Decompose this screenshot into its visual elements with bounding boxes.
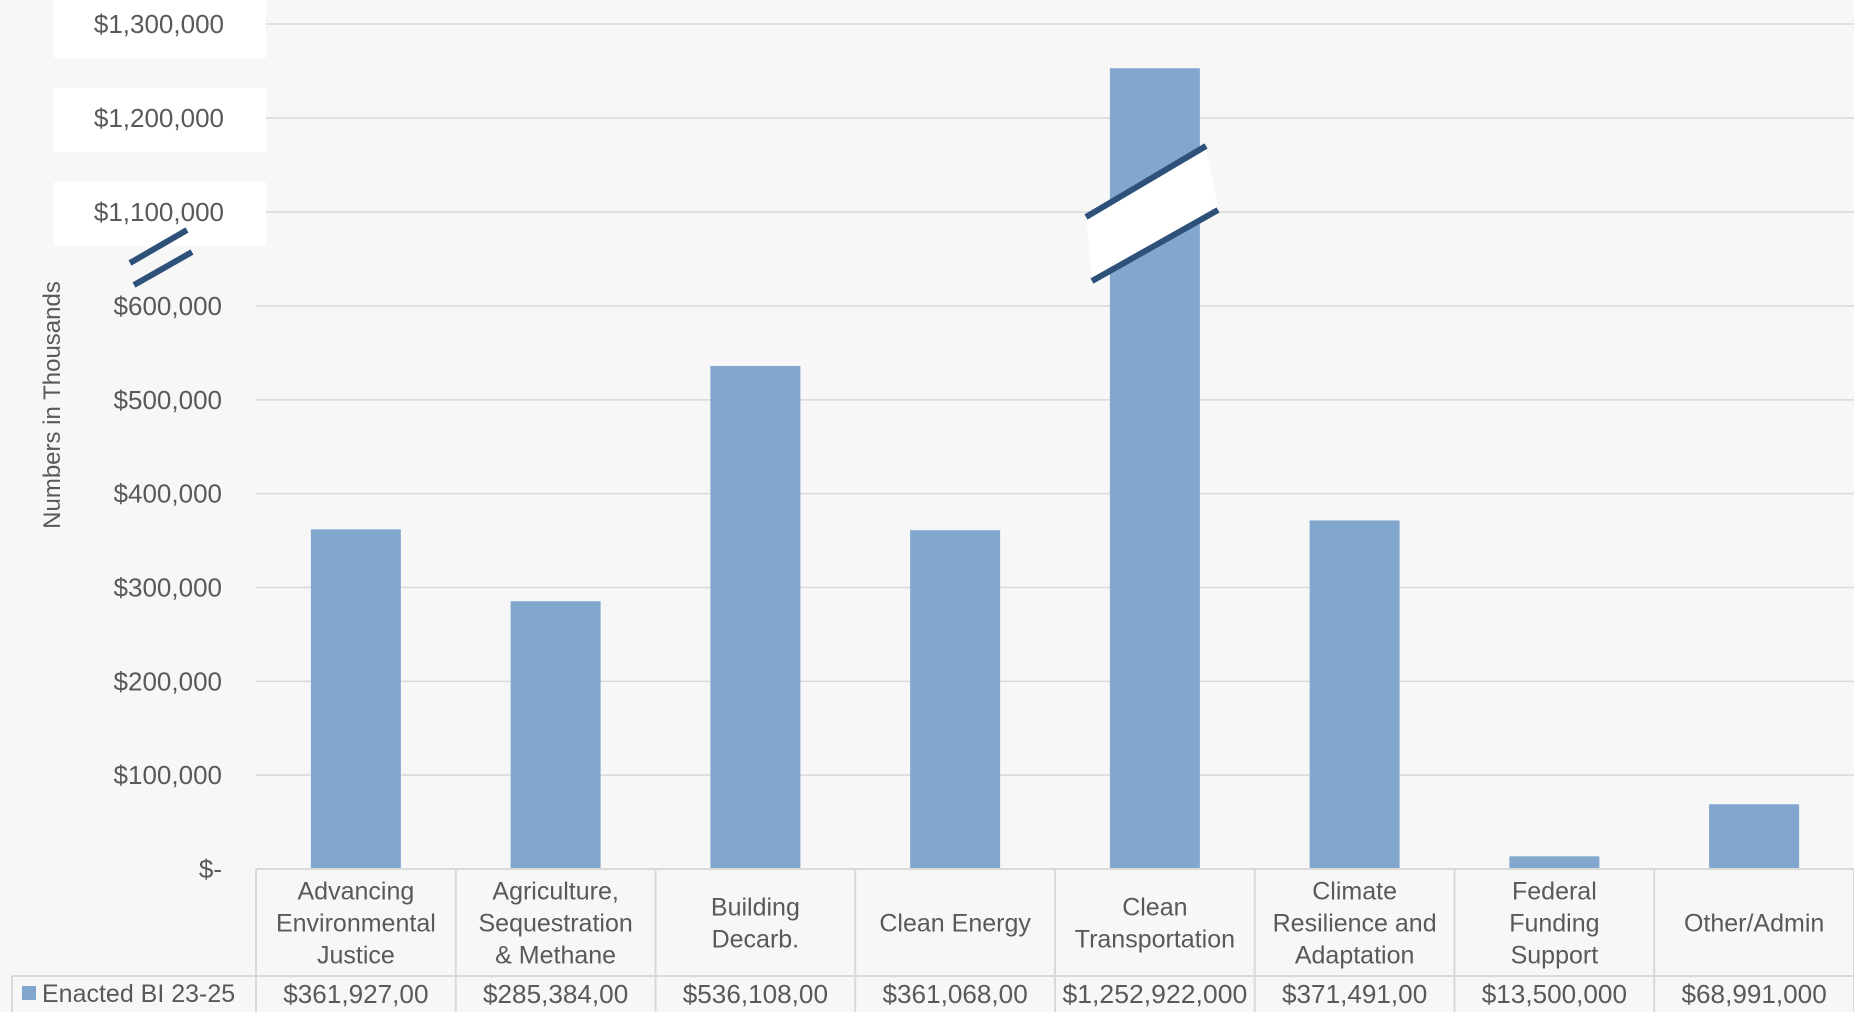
bar [710,365,801,869]
table-value: $13,500,000 [1482,979,1627,1009]
y-tick-label: $500,000 [114,385,222,415]
table-value: $371,491,00 [1282,979,1427,1009]
y-tick-label: $1,200,000 [94,103,224,133]
table-value: $361,068,00 [883,979,1028,1009]
bar-break-gap [1086,146,1218,281]
bar [1709,804,1800,869]
y-tick-label: $300,000 [114,573,222,603]
table-value: $1,252,922,000 [1062,979,1247,1009]
table-value: $361,927,00 [283,979,428,1009]
bar [910,530,1001,869]
bar-break-mark [1084,143,1208,220]
y-tick-label: $200,000 [114,666,222,696]
axis-break-mark [128,227,189,266]
data-table: Advancing Environmental Justice Agriculture… [11,868,1854,1012]
gridlines [256,23,1854,776]
y-tick-label: $100,000 [114,760,222,790]
axis-break-marks [128,143,1220,288]
category-label: Building Decarb. [711,894,800,954]
bar [310,529,401,869]
bar [510,601,601,869]
table-value: $285,384,00 [483,979,628,1009]
category-label: Clean Energy [879,910,1031,938]
bar [1309,520,1400,869]
bar [1509,856,1600,869]
axis-break-mark [132,249,194,288]
table-value: $68,991,000 [1682,979,1827,1009]
tick-label-background [54,0,266,58]
category-label: Climate Resilience and Adaptation [1273,878,1437,970]
y-axis-label: Numbers in Thousands [39,281,66,529]
category-label: Agriculture, Sequestration & Methane [478,878,632,970]
tick-label-background [54,88,266,152]
y-tick-label: $1,100,000 [94,197,224,227]
table-value: $536,108,00 [683,979,828,1009]
y-axis-ticks: $- $100,000 $200,000 $300,000 $400,000 $500,0… [54,0,266,884]
category-label: Advancing Environmental Justice [276,878,436,970]
y-tick-label: $1,300,000 [94,9,224,39]
legend-swatch [22,986,36,1000]
category-label: Other/Admin [1684,910,1824,938]
tick-label-background [54,182,266,246]
y-tick-label: $600,000 [114,291,222,321]
bars [310,68,1800,870]
legend-series-name: Enacted BI 23-25 [42,980,235,1008]
y-tick-label: $400,000 [114,479,222,509]
category-label: Federal Funding Support [1509,878,1599,970]
bar-break-mark [1090,207,1220,284]
y-tick-label: $- [199,854,222,884]
category-label: Clean Transportation [1075,894,1235,954]
